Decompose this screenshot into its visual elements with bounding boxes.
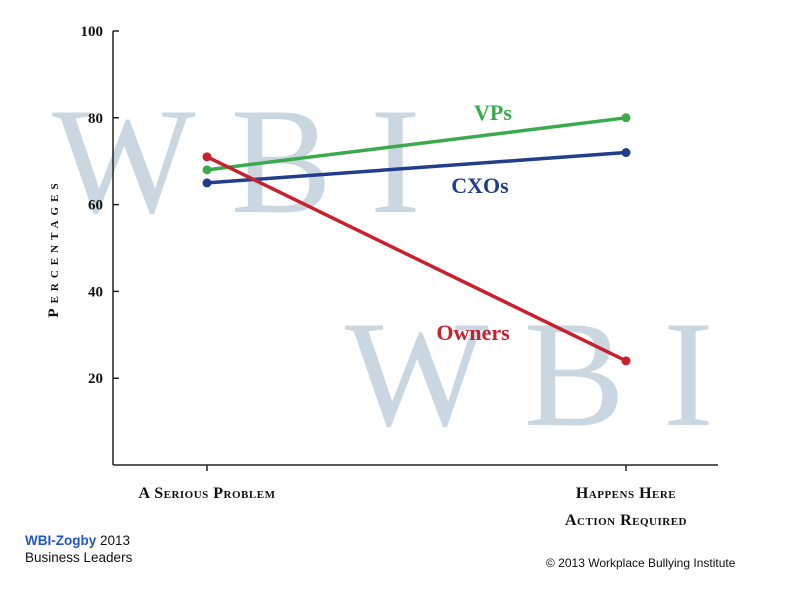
series-cxos: CXOs bbox=[202, 148, 631, 198]
footer-brand: WBI-Zogby bbox=[25, 533, 97, 548]
footer-source: WBI-Zogby 2013 Business Leaders bbox=[25, 532, 132, 566]
wbi-watermark: W B I W B I bbox=[52, 77, 714, 458]
point-cxos-0 bbox=[202, 178, 212, 188]
ticks: 20 40 60 80 100 A Serious Problem Happens Here… bbox=[81, 24, 687, 529]
point-vps-1 bbox=[621, 113, 631, 123]
series: VPs CXOs Owners bbox=[202, 100, 631, 366]
series-line-cxos bbox=[205, 150, 628, 185]
x-category-sublabel-1: Action Required bbox=[565, 512, 687, 529]
point-cxos-1 bbox=[621, 148, 631, 158]
series-label-cxos: CXOs bbox=[451, 173, 509, 198]
y-tick-label-100: 100 bbox=[81, 24, 104, 40]
y-tick-label-60: 60 bbox=[88, 198, 103, 214]
series-vps: VPs bbox=[202, 100, 631, 175]
y-tick-label-20: 20 bbox=[88, 371, 103, 387]
x-category-label-0: A Serious Problem bbox=[139, 485, 276, 502]
footer-copyright: © 2013 Workplace Bullying Institute bbox=[546, 556, 736, 570]
point-vps-0 bbox=[202, 165, 212, 175]
series-line-vps bbox=[205, 116, 628, 172]
y-axis-label: Percentages bbox=[46, 178, 62, 317]
series-line-owners bbox=[205, 155, 628, 363]
x-category-label-1: Happens Here bbox=[576, 485, 676, 502]
footer-year: 2013 bbox=[100, 533, 131, 548]
axes bbox=[112, 31, 718, 466]
series-label-owners: Owners bbox=[436, 320, 510, 345]
watermark-top: W B I bbox=[52, 77, 421, 245]
footer-subtitle: Business Leaders bbox=[25, 550, 133, 565]
watermark-bottom: W B I bbox=[345, 290, 714, 458]
series-label-vps: VPs bbox=[474, 100, 512, 125]
point-owners-1 bbox=[621, 356, 631, 366]
y-tick-label-80: 80 bbox=[88, 111, 103, 127]
y-tick-label-40: 40 bbox=[88, 284, 103, 300]
point-owners-0 bbox=[202, 152, 212, 162]
series-owners: Owners bbox=[202, 152, 631, 366]
